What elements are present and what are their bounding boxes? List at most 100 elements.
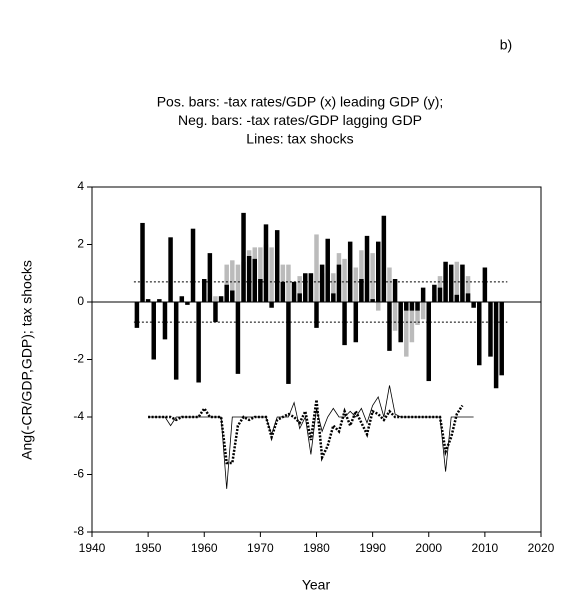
bar [460,264,465,302]
bar [224,284,229,302]
bar [482,267,488,302]
x-tick-label: 1980 [303,541,330,555]
bar [353,267,359,302]
bar [404,302,409,357]
chart-title: Neg. bars: -tax rates/GDP lagging GDP [178,112,422,128]
bar [387,302,392,351]
y-tick-label: 2 [77,237,84,251]
bar [325,238,330,302]
y-tick-label: -6 [73,467,84,481]
bar [432,284,437,302]
bar [145,299,151,302]
bar [241,212,246,302]
bar [437,287,443,302]
bar [235,302,241,374]
bar [359,279,364,302]
bar [420,287,426,302]
bar [319,264,325,302]
bar [381,215,387,302]
x-tick-label: 2000 [415,541,442,555]
bar [415,302,420,325]
bar [415,302,420,311]
x-tick-label: 2020 [528,541,555,555]
bar [185,302,190,305]
bar [493,302,499,389]
bar [258,247,263,302]
bar [297,293,302,302]
bar [286,302,291,384]
bar [471,302,476,308]
bar [140,222,145,302]
bar [246,256,252,302]
tax-shock-line [148,399,464,465]
x-tick-label: 1990 [359,541,386,555]
bar [263,224,269,302]
bar [331,273,336,302]
bar [499,302,504,376]
y-axis-label: Ang(-CR/GDP,GDP); tax shocks [19,260,35,460]
bar [190,228,196,302]
bar [235,264,241,302]
bar [134,302,140,328]
bar [392,279,398,302]
x-tick-label: 1970 [247,541,274,555]
bar [409,302,415,343]
bar [420,302,426,320]
bar [230,260,235,302]
panel-label: b) [500,37,512,53]
bar [202,279,207,302]
bar [224,264,229,302]
bar [269,302,274,308]
y-tick-label: -2 [73,352,84,366]
x-tick-label: 1940 [79,541,106,555]
bar [331,293,336,302]
bar [448,264,454,302]
bar [280,281,286,302]
bar [258,279,263,302]
bar [488,302,493,357]
bar [173,302,179,380]
x-tick-label: 1950 [135,541,162,555]
y-tick-label: -4 [73,409,84,423]
chart-title: Lines: tax shocks [246,131,353,147]
y-tick-label: -8 [73,524,84,538]
bar [370,253,375,302]
bar [342,258,347,302]
y-tick-label: 0 [77,294,84,308]
bar [375,241,381,302]
bar [347,241,353,302]
bar [342,302,347,346]
x-axis-label: Year [302,577,331,593]
x-tick-label: 2010 [472,541,499,555]
bar [314,234,319,302]
bar [213,296,218,302]
bar [308,273,314,302]
bar [314,302,319,328]
bar [392,302,398,331]
bar [162,302,168,340]
bar [230,290,235,302]
bar [454,261,460,302]
chart-title: Pos. bars: -tax rates/GDP (x) leading GD… [157,94,444,110]
bar [443,261,448,302]
bar [477,302,482,366]
y-tick-label: 4 [77,179,84,193]
bar [297,276,302,302]
bar [336,264,342,302]
bar [252,258,258,302]
bar [179,296,185,302]
bar [303,273,308,302]
bar [409,302,415,311]
bar [404,302,409,311]
bar [398,302,403,343]
bar [157,299,162,302]
x-tick-label: 1960 [191,541,218,555]
bar [213,302,218,323]
bar [218,296,224,302]
bar [364,235,370,302]
bar [196,302,201,383]
bar [168,237,173,302]
bar [465,276,471,302]
bar [454,294,460,302]
